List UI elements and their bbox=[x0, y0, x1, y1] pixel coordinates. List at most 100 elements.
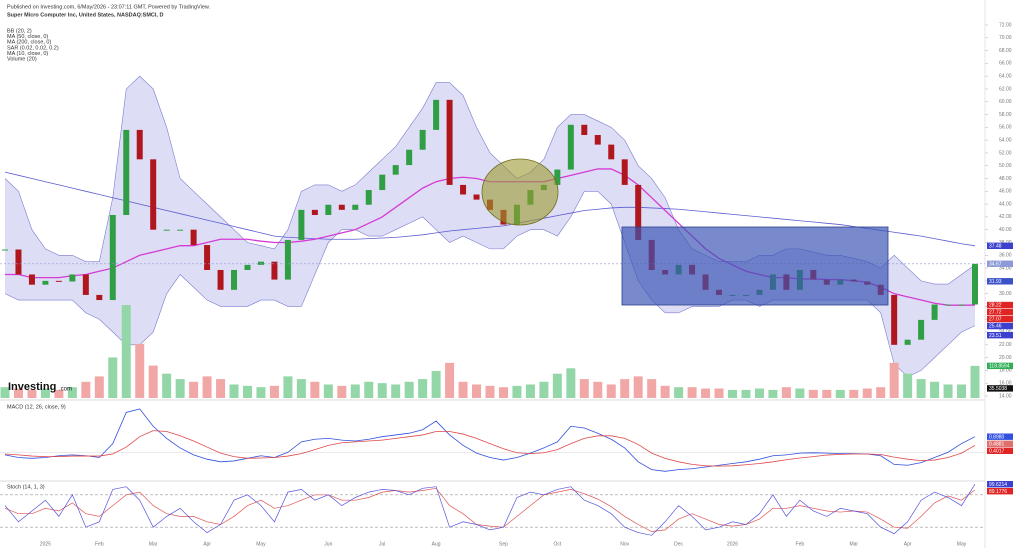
price-candle bbox=[231, 269, 238, 290]
volume-bar bbox=[754, 388, 764, 398]
volume-bar bbox=[660, 385, 670, 398]
y-tick-label: 34.00 bbox=[999, 265, 1012, 271]
volume-bar bbox=[835, 389, 845, 398]
volume-bar bbox=[202, 376, 212, 398]
value-label-box bbox=[987, 331, 1013, 339]
x-tick-label: Apr bbox=[203, 541, 211, 547]
volume-bar bbox=[81, 381, 91, 398]
volume-bar bbox=[552, 373, 562, 398]
value-label: 23.51 bbox=[989, 333, 1002, 339]
x-tick-label: 2025 bbox=[40, 541, 51, 547]
x-tick-label: May bbox=[256, 541, 266, 547]
y-tick-label: 68.00 bbox=[999, 48, 1012, 54]
indicator-label: MA (200, close, 0) bbox=[7, 40, 51, 46]
price-candle bbox=[392, 165, 399, 175]
volume-bar bbox=[674, 387, 684, 398]
y-tick-label: 72.00 bbox=[999, 22, 1012, 28]
volume-bar bbox=[148, 365, 158, 398]
volume-bar bbox=[876, 387, 886, 398]
volume-bar bbox=[512, 385, 522, 398]
volume-bar bbox=[108, 357, 118, 398]
pane-title: Stoch (14, 1, 3) bbox=[7, 484, 45, 490]
watermark: Investing bbox=[8, 381, 56, 393]
bollinger-band bbox=[5, 76, 975, 377]
volume-bar bbox=[485, 385, 495, 398]
price-candle bbox=[69, 274, 76, 282]
volume-bar bbox=[350, 384, 360, 398]
volume-bar bbox=[498, 387, 508, 398]
value-label: 27.72 bbox=[989, 310, 1002, 316]
volume-bar bbox=[957, 384, 967, 398]
price-candle bbox=[163, 229, 170, 231]
value-label-box bbox=[987, 315, 1013, 323]
volume-bar bbox=[404, 381, 414, 398]
price-candle bbox=[2, 249, 8, 251]
value-label: 118.8594 bbox=[989, 364, 1010, 370]
y-tick-label: 36.00 bbox=[999, 253, 1012, 259]
value-label: 28.22 bbox=[989, 303, 1002, 309]
value-label: 0.4017 bbox=[989, 448, 1005, 454]
volume-bar bbox=[27, 389, 37, 398]
price-candle bbox=[945, 304, 952, 306]
drawings bbox=[481, 158, 889, 306]
volume-bar bbox=[94, 376, 104, 398]
volume-bar bbox=[728, 389, 737, 398]
volume-bar bbox=[525, 384, 535, 398]
price-candle bbox=[473, 194, 480, 200]
x-tick-label: Oct bbox=[553, 541, 561, 547]
volume-bar bbox=[687, 387, 697, 398]
volume-bar bbox=[781, 387, 791, 398]
volume-bar bbox=[539, 381, 549, 398]
volume-bar bbox=[431, 370, 441, 398]
indicator-label: MA (10, close, 0) bbox=[7, 51, 48, 57]
value-label-box bbox=[987, 481, 1013, 488]
volume-bar bbox=[243, 385, 252, 398]
price-candle bbox=[204, 245, 211, 270]
watermark: .com bbox=[59, 387, 72, 393]
volume-bar bbox=[0, 387, 10, 398]
volume-bar bbox=[67, 387, 77, 398]
volume-bar bbox=[296, 379, 306, 398]
price-candle bbox=[150, 159, 157, 230]
value-label: 37.48 bbox=[989, 243, 1002, 249]
volume-bar bbox=[593, 381, 603, 398]
volume-bar bbox=[566, 368, 576, 398]
x-tick-label: Feb bbox=[95, 541, 104, 547]
volume-bar bbox=[40, 388, 50, 398]
volume-bar bbox=[458, 381, 468, 398]
price-candle bbox=[271, 261, 278, 280]
price-candle bbox=[284, 239, 291, 280]
volume-bar bbox=[808, 389, 818, 398]
y-tick-label: 50.00 bbox=[999, 163, 1012, 169]
price-candle bbox=[419, 129, 426, 150]
value-label-box bbox=[987, 440, 1013, 448]
volume-bar bbox=[121, 305, 131, 398]
price-candle bbox=[15, 249, 22, 275]
price-candle bbox=[608, 144, 615, 160]
volume-bar bbox=[795, 388, 805, 398]
volume-bar bbox=[391, 384, 401, 398]
volume-bar bbox=[916, 379, 926, 398]
volume-bar bbox=[768, 389, 778, 398]
volume-bar bbox=[579, 379, 589, 398]
value-label: 0.8980 bbox=[989, 434, 1005, 440]
price-candle bbox=[904, 339, 911, 345]
price-candle bbox=[581, 124, 588, 136]
volume-bar bbox=[216, 379, 226, 398]
price-candle bbox=[257, 261, 264, 265]
price-candle bbox=[28, 274, 35, 285]
indicator-label: SAR (0.02, 0.02, 0.2) bbox=[7, 45, 59, 51]
volume-bar bbox=[256, 387, 266, 398]
price-candle bbox=[958, 304, 965, 306]
price-candle bbox=[352, 204, 359, 210]
volume-bar bbox=[283, 376, 293, 398]
x-tick-label: Sep bbox=[499, 541, 508, 547]
price-candle bbox=[621, 159, 628, 185]
y-tick-label: 30.00 bbox=[999, 291, 1012, 297]
value-label: 35.5038 bbox=[989, 386, 1007, 392]
x-tick-label: Dec bbox=[674, 541, 683, 547]
value-label-box bbox=[987, 447, 1013, 455]
x-tick-label: Mar bbox=[149, 541, 158, 547]
volume-bar bbox=[162, 373, 172, 398]
